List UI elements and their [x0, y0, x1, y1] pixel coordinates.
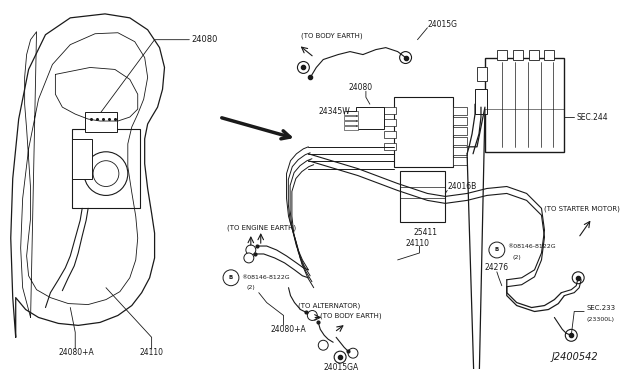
- Text: SEC.233: SEC.233: [586, 305, 615, 311]
- Text: B: B: [229, 275, 233, 280]
- Text: 24080: 24080: [348, 83, 372, 92]
- Bar: [356, 107, 384, 129]
- Circle shape: [572, 272, 584, 284]
- Bar: [384, 143, 396, 150]
- Text: (TO ENGINE EARTH): (TO ENGINE EARTH): [227, 225, 296, 231]
- Bar: [513, 49, 523, 60]
- Bar: [85, 112, 117, 132]
- Bar: [545, 49, 554, 60]
- Bar: [344, 126, 358, 130]
- Circle shape: [489, 242, 505, 258]
- Bar: [72, 139, 92, 179]
- Bar: [384, 119, 396, 126]
- Text: 24016B: 24016B: [447, 182, 477, 191]
- Text: 24080: 24080: [191, 35, 218, 44]
- Bar: [344, 111, 358, 115]
- Text: (2): (2): [513, 256, 522, 260]
- Bar: [384, 107, 396, 114]
- Bar: [453, 137, 467, 145]
- Bar: [453, 127, 467, 135]
- Bar: [497, 49, 507, 60]
- Text: B: B: [495, 247, 499, 253]
- Text: 24345W: 24345W: [318, 107, 350, 116]
- Text: 25411: 25411: [413, 228, 438, 237]
- Text: (TO BODY EARTH): (TO BODY EARTH): [320, 312, 382, 319]
- Bar: [72, 129, 140, 208]
- Text: (2): (2): [247, 285, 255, 290]
- Circle shape: [298, 61, 309, 73]
- Text: 24110: 24110: [406, 238, 429, 247]
- Bar: [453, 147, 467, 155]
- Bar: [485, 58, 564, 152]
- Circle shape: [244, 253, 254, 263]
- Text: (TO BODY EARTH): (TO BODY EARTH): [301, 32, 363, 39]
- Bar: [475, 89, 487, 114]
- Circle shape: [84, 152, 128, 195]
- Text: 24015G: 24015G: [428, 20, 458, 29]
- Circle shape: [307, 311, 317, 320]
- Circle shape: [348, 348, 358, 358]
- Text: 24110: 24110: [140, 348, 164, 357]
- Bar: [453, 107, 467, 115]
- Bar: [399, 171, 445, 222]
- Text: ®08146-8122G: ®08146-8122G: [241, 275, 289, 280]
- Text: 24015GA: 24015GA: [323, 363, 358, 372]
- Bar: [344, 121, 358, 125]
- Bar: [344, 116, 358, 120]
- Circle shape: [93, 161, 119, 186]
- Text: (TO ALTERNATOR): (TO ALTERNATOR): [298, 302, 361, 309]
- Text: SEC.244: SEC.244: [576, 113, 608, 122]
- Text: (23300L): (23300L): [586, 317, 614, 322]
- Text: ®08146-8122G: ®08146-8122G: [507, 244, 556, 248]
- Text: 24276: 24276: [485, 263, 509, 272]
- Circle shape: [565, 329, 577, 341]
- Circle shape: [334, 351, 346, 363]
- Text: 24080+A: 24080+A: [271, 325, 307, 334]
- Circle shape: [246, 245, 256, 255]
- Bar: [453, 117, 467, 125]
- Text: J2400542: J2400542: [552, 352, 598, 362]
- Bar: [384, 131, 396, 138]
- Bar: [477, 67, 487, 81]
- Bar: [529, 49, 538, 60]
- Bar: [453, 157, 467, 165]
- Circle shape: [399, 52, 412, 64]
- Text: (TO STARTER MOTOR): (TO STARTER MOTOR): [545, 205, 620, 212]
- Text: 24080+A: 24080+A: [58, 348, 94, 357]
- Bar: [394, 97, 453, 167]
- Circle shape: [223, 270, 239, 286]
- Circle shape: [318, 340, 328, 350]
